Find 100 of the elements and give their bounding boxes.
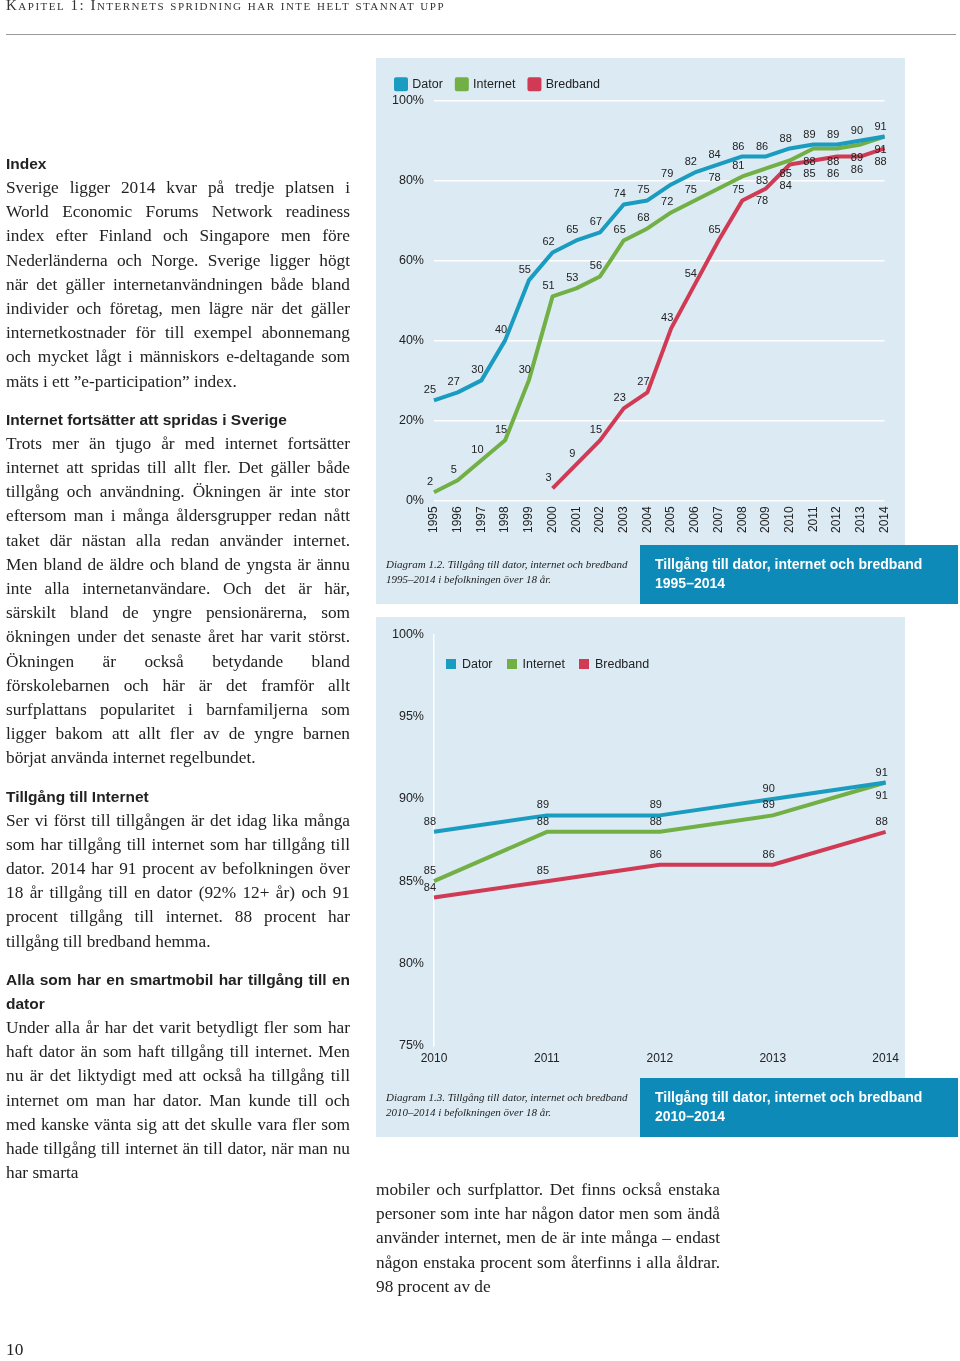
- y-tick-label: 100%: [391, 626, 424, 641]
- data-label: 67: [589, 215, 603, 228]
- x-tick-label: 2011: [805, 505, 820, 533]
- text: 10: [6, 1339, 24, 1361]
- text: Trots mer än tjugo år med internet fortsätter internet att spridas till allt fler. Det gäller både tillgång och användning. Ökningen är inte stor eftersom man i många åldersgrupper redan nått taket där nästan alla redan använder internet. Men bland de äldre och bland de yngsta är ännu inte alla internetanvändare. Och det är här, särskilt bland de yngre pensionärerna, som ökningen under det senaste året har varit störst. Ökningen är också betydande bland förskolebarnen och här är det framför allt surfplattans popularitet i barnfamiljerna som ligger bakom att allt fler av de yngre barnen börjat använda internet regelbundet.: [6, 433, 350, 768]
- x-tick-label: 1998: [497, 505, 512, 534]
- data-label: 40: [495, 323, 508, 336]
- data-label: 91: [875, 788, 888, 801]
- data-label: 91: [874, 119, 887, 132]
- data-label: 65: [566, 223, 579, 236]
- x-tick-label: 2009: [758, 505, 773, 534]
- x-tick-label: 2008: [734, 505, 749, 534]
- data-label: 15: [589, 423, 603, 436]
- x-tick-label: 2000: [544, 505, 559, 534]
- data-label: 78: [755, 194, 769, 207]
- y-tick-label: 80%: [398, 172, 424, 187]
- data-label: 89: [803, 127, 816, 140]
- x-tick-label: 2010: [782, 505, 797, 534]
- legend-label: Internet: [473, 76, 516, 91]
- x-tick-label: 2012: [829, 505, 844, 534]
- x-tick-label: 1999: [521, 505, 536, 534]
- data-label: 86: [850, 162, 864, 175]
- y-tick-label: 80%: [398, 955, 424, 970]
- legend-label: Bredband: [594, 656, 650, 671]
- data-label: 88: [649, 814, 662, 827]
- data-label: 10: [471, 443, 484, 456]
- data-label: 91: [875, 765, 888, 778]
- data-label: 90: [850, 123, 864, 136]
- data-label: 25: [423, 383, 437, 396]
- data-label: 55: [518, 263, 531, 276]
- data-label: 2: [426, 475, 434, 488]
- data-label: 88: [779, 131, 792, 144]
- data-label: 79: [661, 167, 674, 180]
- data-label: 89: [649, 798, 662, 811]
- data-label: 3: [545, 471, 552, 484]
- y-tick-label: 75%: [398, 1038, 424, 1053]
- data-label: 88: [423, 814, 437, 827]
- data-label: 65: [708, 223, 721, 236]
- x-tick-label: 1997: [473, 505, 488, 534]
- data-label: 15: [495, 423, 508, 436]
- data-label: 84: [708, 147, 721, 160]
- x-tick-label: 2006: [687, 505, 702, 534]
- y-tick-label: 95%: [398, 709, 424, 724]
- x-tick-label: 2013: [759, 1051, 787, 1066]
- data-label: 65: [613, 223, 626, 236]
- x-tick-label: 2003: [616, 505, 631, 534]
- text: Ser vi först till tillgången är det idag lika många som har tillgång till internet som har tillgång till dator. 2014 har 91 procent av befolkningen över 18 år tillgång till en dator (92% 12+ år) och 91 procent tillgång till internet. 88 procent har tillgång till bredband hemma.: [6, 809, 350, 953]
- data-label: 27: [637, 375, 650, 388]
- data-label: 86: [827, 166, 840, 179]
- y-tick-label: 60%: [398, 252, 424, 267]
- legend-label: Dator: [412, 76, 443, 91]
- data-label: 89: [536, 798, 550, 811]
- data-label: 43: [661, 311, 674, 324]
- x-tick-label: 2007: [710, 505, 725, 534]
- x-tick-label: 2011: [533, 1051, 561, 1066]
- y-tick-label: 90%: [398, 791, 424, 806]
- data-label: 85: [536, 864, 550, 877]
- x-tick-label: 2002: [592, 505, 607, 534]
- data-label: 89: [827, 127, 840, 140]
- data-label: 51: [542, 279, 555, 292]
- text: Diagram 1.3. Tillgång till dator, internet och bredband 2010–2014 i befolkningen över 18 år.: [386, 1090, 629, 1120]
- data-label: 83: [755, 174, 769, 187]
- y-tick-label: 40%: [398, 332, 424, 347]
- text: Diagram 1.2. Tillgång till dator, internet och bredband 1995–2014 i befolkningen över 18 år.: [386, 557, 629, 587]
- x-tick-label: 2014: [876, 505, 891, 534]
- data-label: 82: [684, 155, 697, 168]
- data-label: 72: [661, 195, 674, 208]
- text: Tillgång till dator, internet och bredband 1995–2014: [640, 545, 958, 604]
- data-label: 78: [708, 171, 721, 184]
- data-label: 85: [423, 864, 437, 877]
- data-label: 68: [637, 211, 650, 224]
- x-tick-label: 1996: [450, 505, 464, 534]
- data-label: 90: [762, 781, 775, 794]
- data-label: 5: [450, 463, 457, 476]
- data-label: 88: [874, 154, 887, 167]
- text: Sverige ligger 2014 kvar på tredje platsen i World Economic Forums Network readiness index efter Finland och Singapore men före Nederländerna och Norge. Sverige ligger högt när det gäller internetanvändningen både bland individer och företag, men lägre när det gäller internetkostnader för till exempel abonnemang och mycket lågt i människors e-deltagande som mäts i ett ”e-participation” index.: [6, 178, 350, 391]
- data-label: 84: [423, 880, 437, 893]
- data-label: 23: [613, 391, 626, 404]
- text: Under alla år har det varit betydligt fler som har haft dator än som haft tillgång till internet. Men nu är det liktydigt med att också ha tillgång till internet om man har dator. Man kunde till och med kanske vänta sig att det skulle vara fler som hade tillgång till internet än till dator, när man nu har smarta: [6, 1016, 350, 1185]
- x-tick-label: 1995: [426, 505, 441, 534]
- data-label: 27: [447, 375, 460, 388]
- legend-label: Internet: [522, 656, 565, 671]
- data-label: 86: [762, 847, 775, 860]
- x-tick-label: 2013: [853, 505, 868, 534]
- legend-label: Dator: [461, 656, 493, 671]
- text: Alla som har en smartmobil har tillgång till en dator: [6, 969, 350, 1014]
- data-label: 9: [569, 447, 576, 460]
- x-tick-label: 2012: [646, 1051, 674, 1066]
- text: Tillgång till dator, internet och bredband 2010–2014: [640, 1078, 958, 1137]
- text: mobiler och surfplattor. Det finns också enstaka personer som inte har någon dator men som ändå använder internet, men de är inte många – endast någon enstaka procent som återfinns i alla åldrar. 98 procent av de: [376, 1179, 720, 1298]
- data-label: 86: [755, 139, 769, 152]
- data-label: 85: [803, 166, 816, 179]
- data-label: 88: [536, 814, 550, 827]
- data-label: 89: [762, 798, 775, 811]
- data-label: 75: [684, 183, 697, 196]
- data-label: 30: [471, 363, 484, 376]
- data-label: 86: [732, 139, 745, 152]
- text: Index: [6, 154, 48, 174]
- x-tick-label: 2010: [420, 1051, 448, 1066]
- y-tick-label: 100%: [391, 92, 424, 107]
